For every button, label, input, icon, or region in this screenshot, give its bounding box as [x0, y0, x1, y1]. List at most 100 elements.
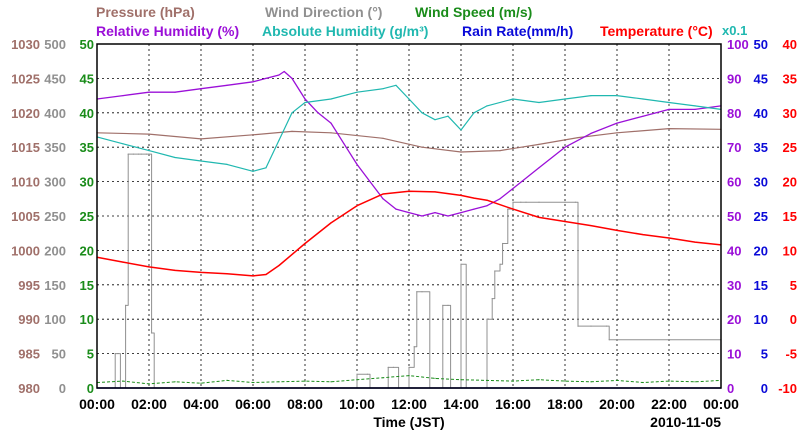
point-wind-direction: [114, 353, 116, 355]
point-wind-direction: [606, 325, 608, 327]
tick-label-wind-speed: 5: [87, 347, 94, 362]
point-relative-humidity: [122, 95, 124, 97]
point-wind-direction: [491, 298, 493, 300]
point-temperature: [174, 269, 176, 271]
tick-label-wind-speed: 40: [80, 106, 94, 121]
point-absolute-humidity: [356, 91, 358, 93]
point-wind-direction: [564, 201, 566, 203]
point-relative-humidity: [304, 98, 306, 100]
point-temperature: [200, 271, 202, 273]
point-pressure: [421, 146, 423, 148]
point-wind-speed: [200, 382, 202, 384]
tick-label-relative-humidity: 40: [727, 243, 741, 258]
point-temperature: [382, 193, 384, 195]
point-wind-speed: [486, 379, 488, 381]
point-wind-direction: [460, 263, 462, 265]
point-relative-humidity: [421, 215, 423, 217]
tick-label-temperature: 25: [783, 140, 797, 155]
point-relative-humidity: [330, 122, 332, 124]
point-wind-speed: [642, 381, 644, 384]
point-wind-speed: [278, 381, 280, 383]
point-relative-humidity: [473, 208, 475, 210]
tick-label-wind-speed: 30: [80, 175, 94, 190]
tick-label-pressure: 1010: [11, 175, 40, 190]
point-wind-speed: [460, 379, 462, 381]
point-absolute-humidity: [200, 160, 202, 162]
tick-label-pressure: 990: [18, 312, 40, 327]
tick-label-relative-humidity: 80: [727, 106, 741, 121]
legend-row-1: Pressure (hPa) Wind Direction (°) Wind Spe…: [96, 4, 532, 20]
point-relative-humidity: [538, 167, 540, 169]
point-wind-speed: [538, 379, 540, 381]
point-relative-humidity: [343, 143, 345, 145]
point-temperature: [330, 222, 332, 224]
x-tick-label: 18:00: [547, 396, 583, 412]
tick-label-wind-speed: 20: [80, 243, 94, 258]
point-relative-humidity: [590, 132, 592, 134]
point-wind-speed: [226, 379, 228, 381]
x-tick-label: 22:00: [651, 396, 687, 412]
point-pressure: [668, 128, 670, 130]
tick-label-pressure: 985: [18, 347, 40, 362]
tick-label-relative-humidity: 70: [727, 140, 741, 155]
point-relative-humidity: [200, 88, 202, 90]
point-relative-humidity: [447, 215, 449, 217]
x-tick-label: 00:00: [79, 396, 115, 412]
point-absolute-humidity: [252, 170, 254, 172]
x-tick-label: 16:00: [495, 396, 531, 412]
tick-label-pressure: 1000: [11, 243, 40, 258]
tick-label-rain-rate: 25: [754, 209, 768, 224]
point-wind-direction: [356, 373, 358, 375]
legend-wind-direction: Wind Direction (°): [265, 4, 382, 20]
tick-label-wind-direction: 500: [44, 37, 66, 52]
tick-label-temperature: 10: [783, 243, 797, 258]
tick-label-temperature: 15: [783, 209, 797, 224]
legend-relative-humidity: Relative Humidity (%): [96, 23, 239, 39]
tick-label-wind-direction: 50: [52, 347, 66, 362]
tick-label-relative-humidity: 30: [727, 278, 741, 293]
legend-row-2: Relative Humidity (%) Absolute Humidity (…: [96, 23, 713, 39]
point-relative-humidity: [252, 81, 254, 83]
legend-wind-speed: Wind Speed (m/s): [415, 4, 532, 20]
point-pressure: [330, 132, 332, 134]
point-temperature: [408, 190, 410, 192]
tick-label-relative-humidity: 90: [727, 71, 741, 86]
legend-absolute-humidity: Absolute Humidity (g/m³): [262, 23, 428, 39]
point-relative-humidity: [395, 208, 397, 210]
point-temperature: [304, 242, 306, 245]
point-pressure: [291, 130, 293, 132]
tick-label-temperature: 35: [783, 71, 797, 86]
x-tick-label: 00:00: [703, 396, 739, 412]
point-temperature: [278, 264, 280, 267]
tick-label-rain-rate: 30: [754, 175, 768, 190]
tick-label-pressure: 995: [18, 278, 40, 293]
tick-label-temperature: -5: [785, 347, 797, 362]
point-wind-direction: [577, 325, 579, 327]
tick-label-temperature: 0: [790, 312, 797, 327]
tick-label-wind-direction: 450: [44, 71, 66, 86]
tick-label-rain-rate: 50: [754, 37, 768, 52]
point-absolute-humidity: [642, 98, 644, 100]
tick-label-rain-rate: 20: [754, 243, 768, 258]
point-absolute-humidity: [486, 105, 488, 107]
x-tick-label: 06:00: [235, 396, 271, 412]
point-relative-humidity: [317, 112, 319, 114]
point-wind-direction: [387, 366, 389, 368]
point-relative-humidity: [512, 187, 514, 190]
point-absolute-humidity: [512, 98, 514, 100]
point-absolute-humidity: [564, 98, 566, 100]
point-wind-direction: [138, 153, 140, 155]
axis-tick-labels: 1030102510201015101010051000995990985980…: [11, 37, 797, 396]
point-wind-speed: [616, 379, 618, 381]
point-temperature: [356, 205, 358, 207]
point-relative-humidity: [356, 163, 358, 165]
legend-temperature: Temperature (°C): [600, 23, 713, 39]
tick-label-relative-humidity: 60: [727, 175, 741, 190]
point-wind-direction: [151, 332, 153, 334]
tick-label-rain-rate: 40: [754, 106, 768, 121]
point-relative-humidity: [486, 205, 488, 207]
tick-label-wind-speed: 35: [80, 140, 94, 155]
tick-label-temperature: 40: [783, 37, 797, 52]
point-wind-direction: [525, 201, 527, 203]
